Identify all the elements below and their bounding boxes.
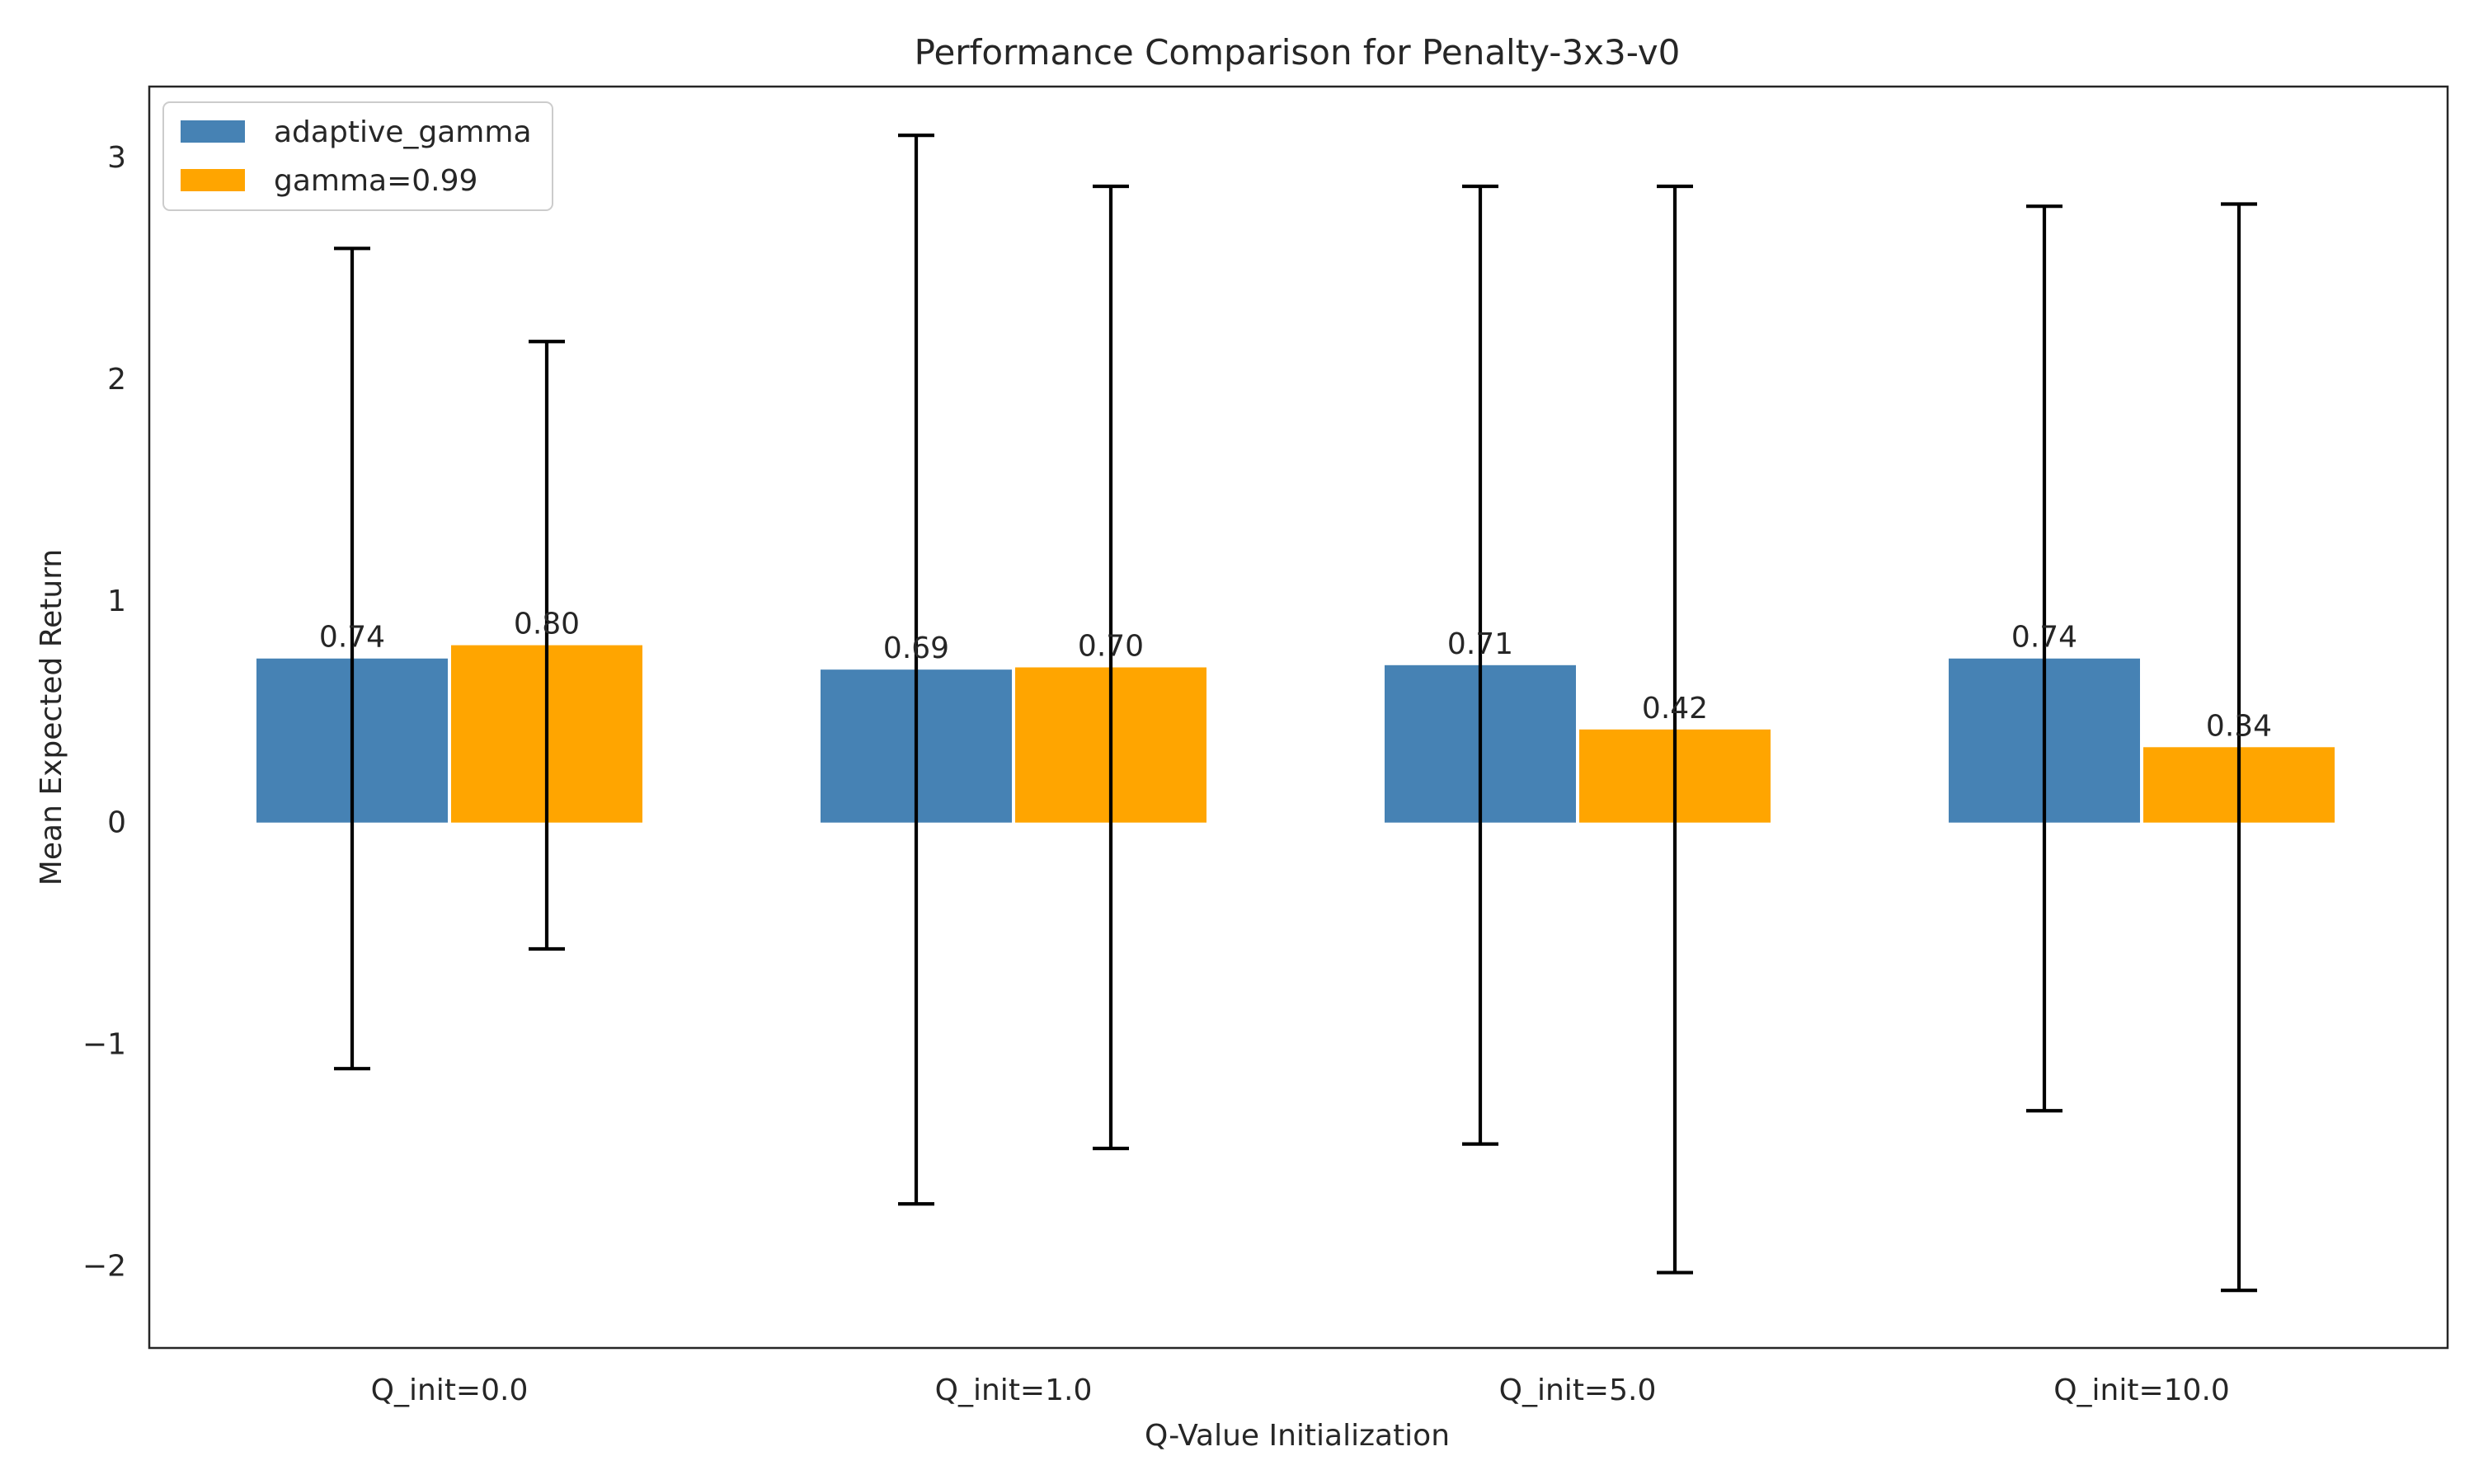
y-tick-label-3: 1 bbox=[107, 585, 126, 618]
y-tick-label-1: −1 bbox=[82, 1028, 126, 1062]
legend: adaptive_gamma gamma=0.99 bbox=[162, 101, 553, 211]
legend-label-gamma-0-99: gamma=0.99 bbox=[274, 164, 477, 198]
value-label-adaptive-gamma-q-init-1-0: 0.69 bbox=[883, 632, 949, 665]
y-tick-label-4: 2 bbox=[107, 363, 126, 397]
x-axis-label: Q-Value Initialization bbox=[1145, 1419, 1450, 1453]
value-labels-layer: 0.74 0.80 0.69 0.70 0.71 0.42 0.74 0.34 bbox=[319, 608, 2272, 744]
y-tick-label-0: −2 bbox=[82, 1250, 126, 1284]
y-tick-label-5: 3 bbox=[107, 141, 126, 175]
x-tick-label-q-init-10-0: Q_init=10.0 bbox=[2053, 1374, 2230, 1407]
y-axis-label: Mean Expected Return bbox=[35, 549, 68, 885]
value-label-adaptive-gamma-q-init-0-0: 0.74 bbox=[319, 621, 385, 655]
legend-swatch-adaptive-gamma bbox=[181, 120, 245, 143]
value-label-gamma-0-99-q-init-5-0: 0.42 bbox=[1642, 692, 1708, 726]
value-label-gamma-0-99-q-init-0-0: 0.80 bbox=[514, 608, 580, 641]
value-label-adaptive-gamma-q-init-5-0: 0.71 bbox=[1447, 627, 1513, 661]
x-tick-label-q-init-5-0: Q_init=5.0 bbox=[1499, 1374, 1657, 1407]
errorbars-layer bbox=[334, 134, 2257, 1293]
x-tick-label-q-init-0-0: Q_init=0.0 bbox=[371, 1374, 529, 1407]
value-label-gamma-0-99-q-init-1-0: 0.70 bbox=[1078, 629, 1144, 663]
value-label-gamma-0-99-q-init-10-0: 0.34 bbox=[2206, 709, 2272, 743]
x-tick-label-q-init-1-0: Q_init=1.0 bbox=[935, 1374, 1093, 1407]
legend-label-adaptive-gamma: adaptive_gamma bbox=[274, 115, 532, 149]
y-axis-ticks: −2 −1 0 1 2 3 bbox=[82, 141, 126, 1283]
legend-swatch-gamma-0-99 bbox=[181, 169, 245, 191]
x-axis-ticks: Q_init=0.0 Q_init=1.0 Q_init=5.0 Q_init=10.… bbox=[371, 1374, 2230, 1407]
value-label-adaptive-gamma-q-init-10-0: 0.74 bbox=[2011, 621, 2077, 655]
chart-title: Performance Comparison for Penalty-3x3-v… bbox=[915, 32, 1681, 73]
plot-frame bbox=[148, 85, 2449, 1350]
y-tick-label-2: 0 bbox=[107, 806, 126, 840]
legend-box bbox=[162, 101, 553, 211]
